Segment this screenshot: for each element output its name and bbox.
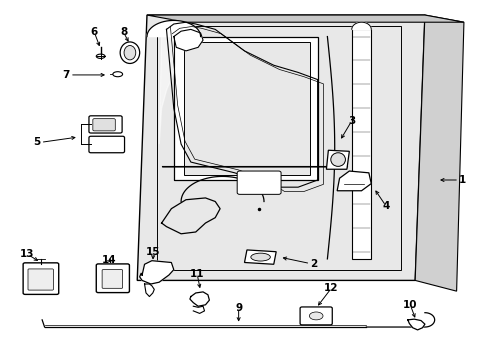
Polygon shape xyxy=(140,261,173,284)
FancyBboxPatch shape xyxy=(89,116,122,133)
Ellipse shape xyxy=(309,312,323,320)
Text: 11: 11 xyxy=(189,269,204,279)
Polygon shape xyxy=(147,21,200,37)
FancyBboxPatch shape xyxy=(102,270,122,288)
Polygon shape xyxy=(159,30,193,144)
FancyBboxPatch shape xyxy=(28,269,53,290)
Text: 13: 13 xyxy=(20,249,35,259)
Text: 6: 6 xyxy=(90,27,98,37)
Polygon shape xyxy=(244,250,276,264)
Polygon shape xyxy=(326,150,348,169)
FancyBboxPatch shape xyxy=(96,264,129,293)
Polygon shape xyxy=(183,42,310,175)
Polygon shape xyxy=(414,15,463,291)
Polygon shape xyxy=(351,30,370,259)
Polygon shape xyxy=(144,284,154,297)
Text: 4: 4 xyxy=(382,201,389,211)
Text: 10: 10 xyxy=(402,300,417,310)
Polygon shape xyxy=(336,171,370,191)
Polygon shape xyxy=(173,30,203,51)
Ellipse shape xyxy=(96,54,105,58)
Text: 14: 14 xyxy=(102,255,116,265)
Text: 8: 8 xyxy=(120,27,127,37)
FancyBboxPatch shape xyxy=(237,171,281,194)
Text: 1: 1 xyxy=(458,175,466,185)
Polygon shape xyxy=(147,15,463,22)
Ellipse shape xyxy=(113,72,122,77)
Text: 15: 15 xyxy=(146,247,160,257)
Text: 7: 7 xyxy=(62,70,70,80)
Ellipse shape xyxy=(120,42,140,63)
Text: 12: 12 xyxy=(324,283,338,293)
Ellipse shape xyxy=(250,253,270,261)
FancyBboxPatch shape xyxy=(23,263,59,294)
FancyBboxPatch shape xyxy=(89,136,124,153)
Polygon shape xyxy=(407,319,424,330)
Text: 5: 5 xyxy=(33,138,41,147)
Polygon shape xyxy=(137,15,424,280)
Polygon shape xyxy=(351,22,370,30)
Text: 2: 2 xyxy=(310,258,317,269)
Text: 9: 9 xyxy=(235,303,242,314)
Polygon shape xyxy=(193,306,204,314)
Ellipse shape xyxy=(330,153,345,166)
Polygon shape xyxy=(173,37,317,180)
Ellipse shape xyxy=(124,45,136,60)
Polygon shape xyxy=(189,292,209,306)
FancyBboxPatch shape xyxy=(300,307,331,325)
FancyBboxPatch shape xyxy=(93,119,115,131)
Text: 3: 3 xyxy=(347,116,355,126)
